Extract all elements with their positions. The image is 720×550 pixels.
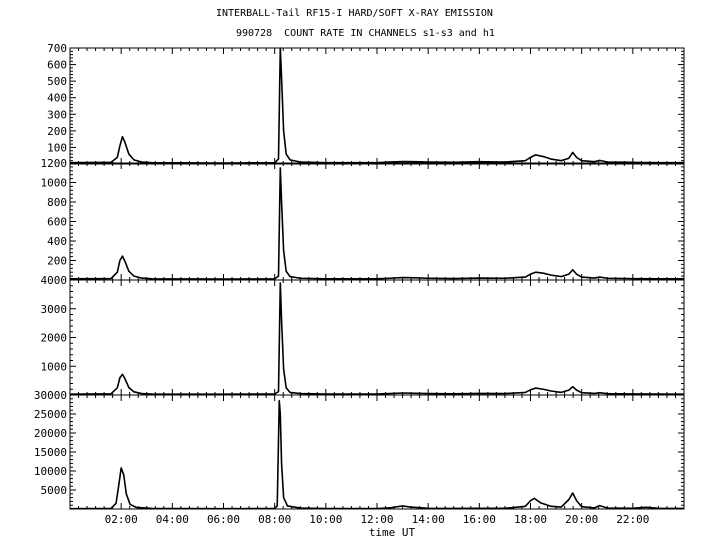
panel-2-ytick-label: 800 bbox=[47, 196, 67, 209]
panel-3-ytick-label: 4000 bbox=[41, 274, 68, 287]
panel-4-ytick-label: 5000 bbox=[41, 484, 68, 497]
xtick-label: 12:00 bbox=[360, 513, 393, 526]
panel-4-frame bbox=[69, 394, 685, 510]
panel-4-ytick-label: 20000 bbox=[34, 427, 67, 440]
xtick-label: 02:00 bbox=[105, 513, 138, 526]
panel-1-series-line bbox=[69, 47, 684, 164]
panel-4-ytick-label: 30000 bbox=[34, 389, 67, 402]
panel-2-ytick-label: 1200 bbox=[41, 157, 68, 170]
xtick-label: 10:00 bbox=[309, 513, 342, 526]
panel-1-frame bbox=[69, 47, 685, 165]
panel-1-ytick-label: 200 bbox=[47, 125, 67, 138]
panel-1-ytick-label: 700 bbox=[47, 42, 67, 55]
xtick-label: 16:00 bbox=[463, 513, 496, 526]
panel-2-frame bbox=[69, 162, 685, 281]
x-axis-label: time UT bbox=[369, 526, 416, 539]
panel-1-ytick-label: 600 bbox=[47, 59, 67, 72]
xtick-label: 18:00 bbox=[514, 513, 547, 526]
panel-3-ytick-label: 1000 bbox=[41, 360, 68, 373]
xtick-label: 08:00 bbox=[258, 513, 291, 526]
panel-1-ytick-label: 100 bbox=[47, 141, 67, 154]
panel-1-ytick-label: 400 bbox=[47, 92, 67, 105]
chart-subtitle: 990728 COUNT RATE IN CHANNELS s1-s3 and … bbox=[236, 28, 495, 39]
panel-4-series-line bbox=[69, 399, 685, 510]
panel-4-ytick-label: 10000 bbox=[34, 465, 67, 478]
xtick-label: 04:00 bbox=[156, 513, 189, 526]
panel-1-ytick-label: 500 bbox=[47, 75, 67, 88]
panel-4-ytick-label: 25000 bbox=[34, 408, 67, 421]
xtick-label: 20:00 bbox=[565, 513, 598, 526]
panel-1-ytick-label: 300 bbox=[47, 108, 67, 121]
panel-3-frame bbox=[69, 279, 685, 396]
chart-title: INTERBALL-Tail RF15-I HARD/SOFT X-RAY EM… bbox=[216, 8, 493, 19]
panel-3-ytick-label: 3000 bbox=[41, 303, 68, 316]
panel-2-series-line bbox=[69, 167, 684, 280]
panel-2-ytick-label: 1000 bbox=[41, 177, 68, 190]
panel-4-ytick-label: 15000 bbox=[34, 446, 67, 459]
xtick-label: 14:00 bbox=[412, 513, 445, 526]
panel-3-ytick-label: 2000 bbox=[41, 332, 68, 345]
panel-2-ytick-label: 200 bbox=[47, 255, 67, 268]
panel-2-ytick-label: 400 bbox=[47, 235, 67, 248]
panel-2-ytick-label: 600 bbox=[47, 216, 67, 229]
xtick-label: 22:00 bbox=[616, 513, 649, 526]
panel-3-series-line bbox=[69, 282, 685, 395]
xtick-label: 06:00 bbox=[207, 513, 240, 526]
